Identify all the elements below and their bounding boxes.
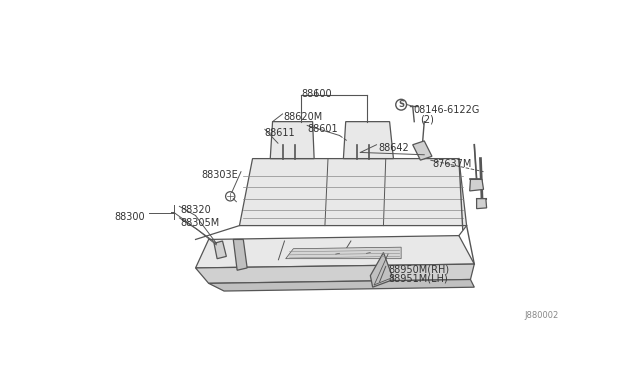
Text: 88303E: 88303E [201, 170, 237, 180]
Polygon shape [214, 241, 227, 259]
Text: 08146-6122G: 08146-6122G [413, 105, 480, 115]
Polygon shape [209, 279, 474, 291]
Text: 87637M: 87637M [432, 158, 471, 169]
Polygon shape [234, 240, 247, 270]
Text: 88642: 88642 [378, 143, 409, 153]
Text: 88601: 88601 [307, 124, 338, 134]
Text: 88300: 88300 [115, 212, 145, 222]
Polygon shape [344, 122, 394, 158]
Text: 88951M(LH): 88951M(LH) [388, 273, 448, 283]
Polygon shape [196, 235, 474, 268]
Polygon shape [270, 122, 314, 158]
Circle shape [225, 192, 235, 201]
Polygon shape [477, 199, 486, 209]
Text: 88950M(RH): 88950M(RH) [388, 264, 449, 274]
Polygon shape [196, 264, 474, 283]
Text: 88611: 88611 [265, 128, 296, 138]
Text: 88600: 88600 [301, 89, 332, 99]
Polygon shape [285, 247, 401, 259]
Polygon shape [239, 158, 467, 225]
Text: S: S [398, 100, 404, 109]
Polygon shape [371, 253, 394, 287]
Text: 88305M: 88305M [180, 218, 220, 228]
Text: (2): (2) [420, 115, 435, 125]
Circle shape [396, 99, 406, 110]
Polygon shape [470, 179, 484, 191]
Text: J880002: J880002 [525, 311, 559, 320]
Text: 88620M: 88620M [284, 112, 323, 122]
Text: 88320: 88320 [180, 205, 211, 215]
Polygon shape [413, 141, 432, 160]
